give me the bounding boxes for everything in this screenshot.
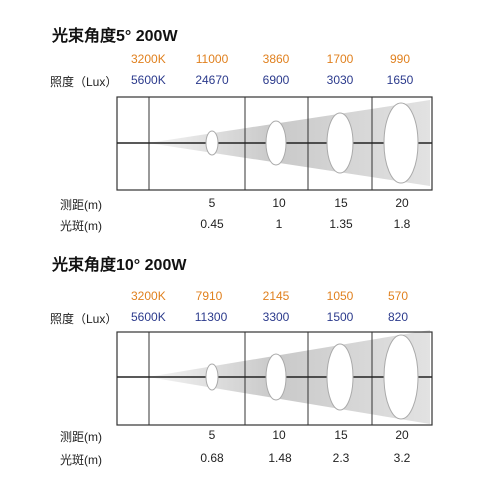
panel-title: 光束角度5° 200W <box>52 28 178 45</box>
lux-3200-15m: 1050 <box>326 289 354 303</box>
lux-5600-5m: 24670 <box>195 73 229 87</box>
panel-title: 光束角度10° 200W <box>52 257 187 274</box>
lux-5600-10m: 3300 <box>262 310 290 324</box>
distance-20: 20 <box>395 428 409 442</box>
distance-15: 15 <box>334 196 348 210</box>
diagram-frame <box>116 331 433 426</box>
lux-3200-20m: 570 <box>387 289 409 303</box>
lux-5600-5m: 11300 <box>194 310 228 324</box>
lux-3200-10m: 3860 <box>262 52 290 66</box>
lux-3200-10m: 2145 <box>262 289 290 303</box>
spot-20: 1.8 <box>393 217 411 231</box>
lux-3200-20m: 990 <box>389 52 411 66</box>
temp-5600k-label: 5600K <box>131 73 166 87</box>
spot-5: 0.68 <box>200 451 224 465</box>
spot-20m <box>383 102 419 184</box>
lux-3200-15m: 1700 <box>326 52 354 66</box>
spot-10m <box>265 353 287 401</box>
spot-15m <box>326 343 354 411</box>
lux-5600-15m: 1500 <box>326 310 354 324</box>
spot-label: 光斑(m) <box>60 453 102 467</box>
spot-15: 2.3 <box>332 451 350 465</box>
spot-10: 1.48 <box>268 451 292 465</box>
distance-15: 15 <box>334 428 348 442</box>
lux-label: 照度（Lux） <box>50 312 118 326</box>
spot-20m <box>383 334 419 420</box>
temp-5600k-label: 5600K <box>131 310 166 324</box>
distance-10: 10 <box>272 428 286 442</box>
distance-10: 10 <box>272 196 286 210</box>
spot-15m <box>326 112 354 174</box>
spot-label: 光斑(m) <box>60 219 102 233</box>
spot-10m <box>265 120 287 166</box>
spot-10: 1 <box>275 217 283 231</box>
beam-diagram <box>116 330 433 426</box>
lux-5600-20m: 820 <box>387 310 409 324</box>
temp-3200k-label: 3200K <box>131 289 166 303</box>
lux-5600-10m: 6900 <box>262 73 290 87</box>
lux-3200-5m: 7910 <box>195 289 223 303</box>
lux-5600-20m: 1650 <box>386 73 414 87</box>
spot-5m <box>205 130 219 156</box>
spot-5m <box>205 363 219 391</box>
distance-5: 5 <box>208 196 216 210</box>
temp-3200k-label: 3200K <box>131 52 166 66</box>
lux-5600-15m: 3030 <box>326 73 354 87</box>
beam-diagram <box>116 96 433 191</box>
lux-3200-5m: 11000 <box>195 52 229 66</box>
distance-label: 测距(m) <box>60 430 102 444</box>
spot-15: 1.35 <box>329 217 353 231</box>
lux-label: 照度（Lux） <box>50 75 118 89</box>
distance-label: 测距(m) <box>60 198 102 212</box>
distance-5: 5 <box>208 428 216 442</box>
distance-20: 20 <box>395 196 409 210</box>
spot-5: 0.45 <box>200 217 224 231</box>
spot-20: 3.2 <box>393 451 411 465</box>
